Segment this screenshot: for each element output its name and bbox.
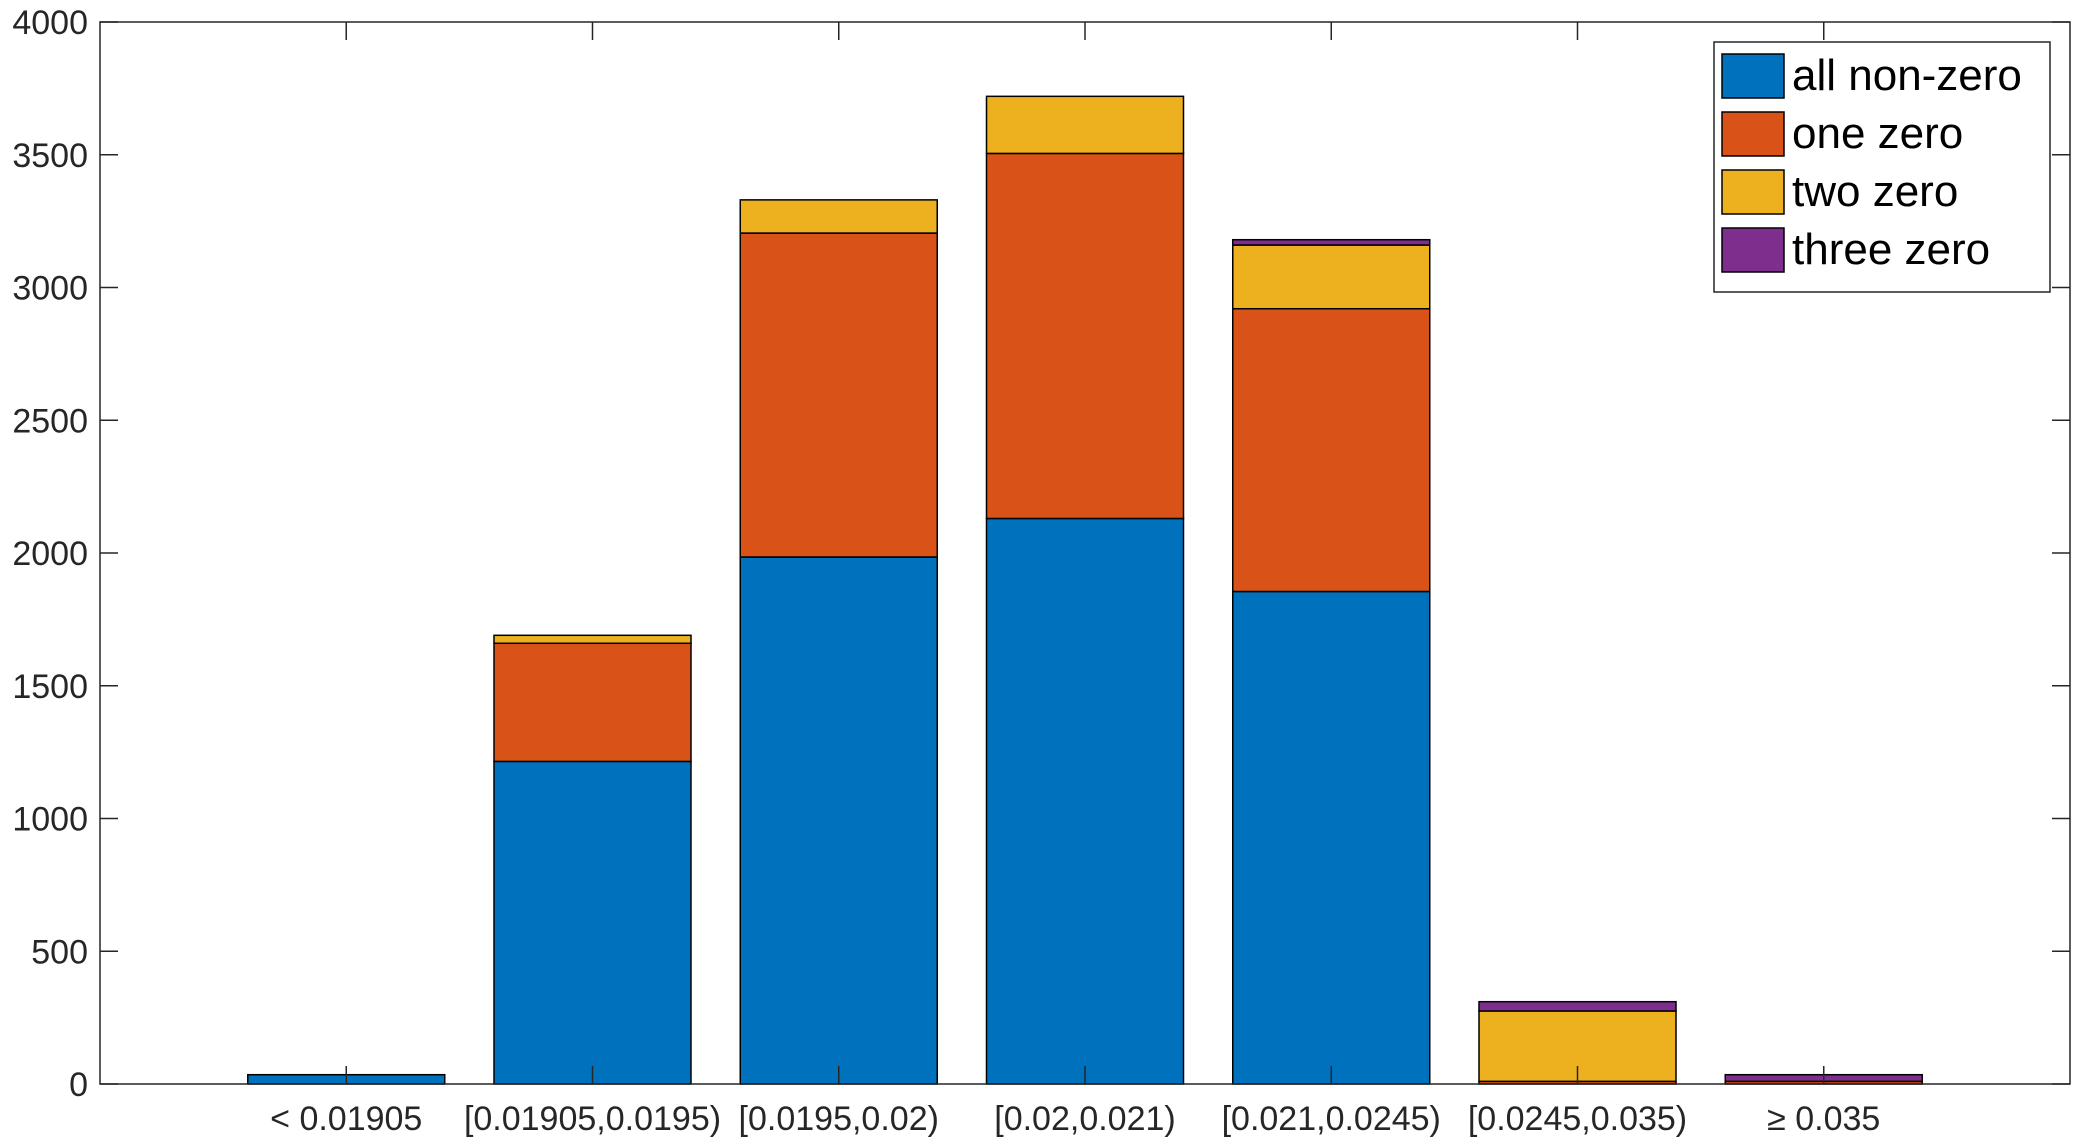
bar-segment-one-zero-1 [493,642,692,763]
bar-segment-all-non-zero-1 [493,760,692,1085]
legend-label-three-zero: three zero [1792,225,1990,274]
x-tick-label: < 0.01905 [270,1100,422,1138]
bar-segment-one-zero-4 [1232,307,1431,593]
y-tick-label: 2000 [12,535,88,573]
legend-label-two-zero: two zero [1792,167,1958,216]
y-tick-label: 1000 [12,801,88,839]
y-tick-label: 0 [69,1066,88,1104]
bar-segment-three-zero-4 [1232,238,1431,246]
y-tick-label: 3000 [12,270,88,308]
legend: all non-zero one zero two zero three zero [1713,41,2051,293]
bar-segment-one-zero-3 [985,152,1185,520]
y-tick-label: 500 [31,933,88,971]
x-axis-ticks: < 0.01905 [0.01905,0.0195) [0.0195,0.02) [0… [270,22,1880,1138]
legend-swatch-one-zero [1721,111,1785,157]
bar-segment-two-zero-4 [1232,244,1431,310]
legend-label-all-non-zero: all non-zero [1792,51,2022,100]
x-tick-label: [0.02,0.021) [994,1100,1175,1138]
x-tick-label: [0.0245,0.035) [1468,1100,1687,1138]
x-tick-label: [0.01905,0.0195) [464,1100,721,1138]
bar-segment-all-non-zero-2 [739,556,938,1085]
y-tick-label: 3500 [12,137,88,175]
y-axis-ticks: 0 500 1000 1500 2000 2500 3000 3500 4000 [12,4,2070,1104]
bar-segment-three-zero-5 [1478,1000,1677,1012]
legend-swatch-two-zero [1721,169,1785,215]
bar-segment-all-non-zero-4 [1232,590,1431,1085]
bar-segment-all-non-zero-3 [985,517,1185,1085]
bar-segment-two-zero-3 [985,95,1185,155]
legend-label-one-zero: one zero [1792,109,1963,158]
y-tick-label: 2500 [12,402,88,440]
x-tick-label: ≥ 0.035 [1767,1100,1880,1138]
bar-segment-two-zero-2 [739,199,938,234]
legend-swatch-three-zero [1721,227,1785,273]
bars-layer [247,95,1923,1085]
bar-segment-two-zero-1 [493,634,692,645]
bar-segment-one-zero-2 [739,232,938,558]
legend-swatch-all-non-zero [1721,53,1785,99]
x-tick-label: [0.0195,0.02) [739,1100,939,1138]
y-tick-label: 4000 [12,4,88,42]
x-tick-label: [0.021,0.0245) [1222,1100,1441,1138]
y-tick-label: 1500 [12,668,88,706]
